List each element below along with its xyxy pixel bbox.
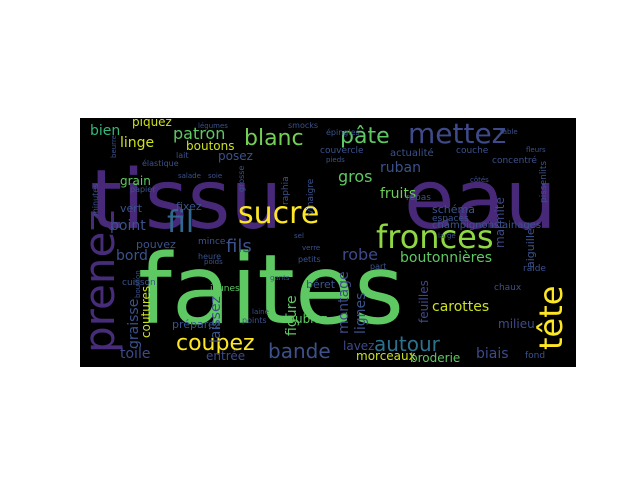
word-préparez: préparez (172, 318, 221, 331)
word-espaces: espaces (432, 214, 469, 224)
word-pieds: pieds (326, 156, 345, 164)
word-linge: linge (120, 135, 154, 151)
word-verre: verre (302, 244, 320, 252)
word-tissu: tissu (90, 153, 282, 248)
word-pissenlits: pissenlits (539, 161, 549, 203)
word-gants: gants (270, 274, 290, 282)
word-cloud: faites tissu eau prenez sucre mettez fronces tê… (80, 118, 576, 367)
word-toile: toile (120, 346, 150, 362)
word-entrée: entrée (206, 349, 245, 363)
word-vinaigre: vinaigre (306, 178, 316, 215)
word-points: points (242, 316, 267, 325)
word-coutures: coutures (139, 286, 153, 338)
word-fixez: fixez (176, 200, 202, 213)
word-broderie: broderie (410, 351, 460, 365)
word-jeunes: jeunes (209, 284, 240, 294)
word-milieu: milieu (498, 317, 535, 331)
word-fruits: fruits (380, 186, 416, 202)
word-béret: béret (306, 278, 336, 291)
word-bien: bien (90, 123, 120, 139)
word-lavez: lavez (343, 339, 374, 353)
word-lignes: lignes (353, 293, 369, 334)
word-fil: fil (167, 205, 194, 240)
word-montage: montage (336, 271, 352, 334)
word-chaux: chaux (494, 283, 522, 293)
word-laine: laine (252, 308, 269, 316)
word-coupez: coupez (176, 331, 255, 356)
word-poids: poids (204, 258, 223, 266)
word-sel: sel (294, 232, 304, 240)
word-mince: mince (198, 237, 226, 247)
word-pâte: pâte (340, 124, 390, 149)
word-gros: gros (338, 167, 373, 186)
word-eau: eau (404, 153, 557, 248)
word-fils: fils (226, 236, 252, 257)
word-bouillon: bouillon (134, 270, 142, 298)
word-champignonslainages: champignonslainages (432, 220, 541, 231)
word-petits: petits (298, 255, 321, 264)
word-aiguille: aiguille (524, 228, 537, 268)
word-vert: vert (120, 202, 143, 215)
word-large: large (438, 232, 456, 240)
word-soie: soie (208, 172, 222, 180)
word-piquez: piquez (132, 118, 172, 129)
word-couvercle: couvercle (320, 146, 364, 156)
word-heure: heure (198, 252, 221, 261)
word-grain: grain (120, 174, 151, 188)
word-couche: couche (456, 146, 489, 156)
word-papier: papier (130, 185, 156, 194)
word-salade: salade (178, 172, 201, 180)
word-minutes: minutes (91, 184, 100, 216)
word-biais: biais (476, 346, 509, 362)
word-raphia: raphia (281, 176, 291, 205)
word-marmite: marmite (493, 197, 507, 248)
word-posez: posez (218, 149, 253, 163)
word-part: part (370, 262, 386, 271)
word-feuilles: feuilles (417, 280, 431, 323)
word-carottes: carottes (432, 299, 489, 315)
word-raide: raide (523, 264, 546, 274)
word-fronces: fronces (376, 218, 494, 256)
word-schéma: schéma (432, 203, 475, 216)
word-repas: repas (406, 193, 431, 203)
word-tête: tête (532, 286, 570, 350)
word-blanc: blanc (244, 126, 304, 151)
word-smocks: smocks (288, 121, 318, 130)
word-concentré: concentré (492, 155, 537, 166)
word-boutonnières: boutonnières (400, 250, 492, 266)
word-lait: lait (176, 151, 188, 160)
word-ruban: ruban (380, 160, 421, 176)
word-point: point (110, 218, 146, 234)
word-épingles: épingles (326, 127, 360, 137)
word-mettez: mettez (408, 118, 506, 150)
word-bord: bord (116, 248, 148, 264)
word-figure: figure (284, 295, 300, 336)
word-beurre: beurre (110, 135, 118, 158)
word-sucre: sucre (238, 196, 319, 231)
word-légumes: légumes (198, 122, 228, 130)
word-boutons: boutons (186, 139, 234, 153)
word-grosse: grosse (237, 166, 246, 192)
word-robe: robe (342, 245, 378, 264)
word-pouvez: pouvez (136, 238, 176, 251)
word-doublez: doublez (280, 312, 327, 326)
word-morceaux: morceaux (356, 349, 416, 363)
word-cuisson: cuisson (122, 278, 156, 288)
word-fleurs: fleurs (526, 146, 546, 154)
word-bande: bande (268, 339, 331, 363)
word-autour: autour (374, 332, 441, 356)
word-côtés: côtés (470, 176, 489, 184)
word-patron: patron (173, 124, 225, 143)
word-actualité: actualité (390, 147, 434, 159)
word-laissez: laissez (208, 296, 224, 343)
word-fond: fond (525, 351, 545, 361)
word-graisse: graisse (126, 299, 142, 349)
word-faites: faites (138, 234, 404, 346)
word-prenez: prenez (80, 210, 124, 353)
word-table: table (500, 128, 518, 136)
word-élastique: élastique (142, 158, 179, 168)
